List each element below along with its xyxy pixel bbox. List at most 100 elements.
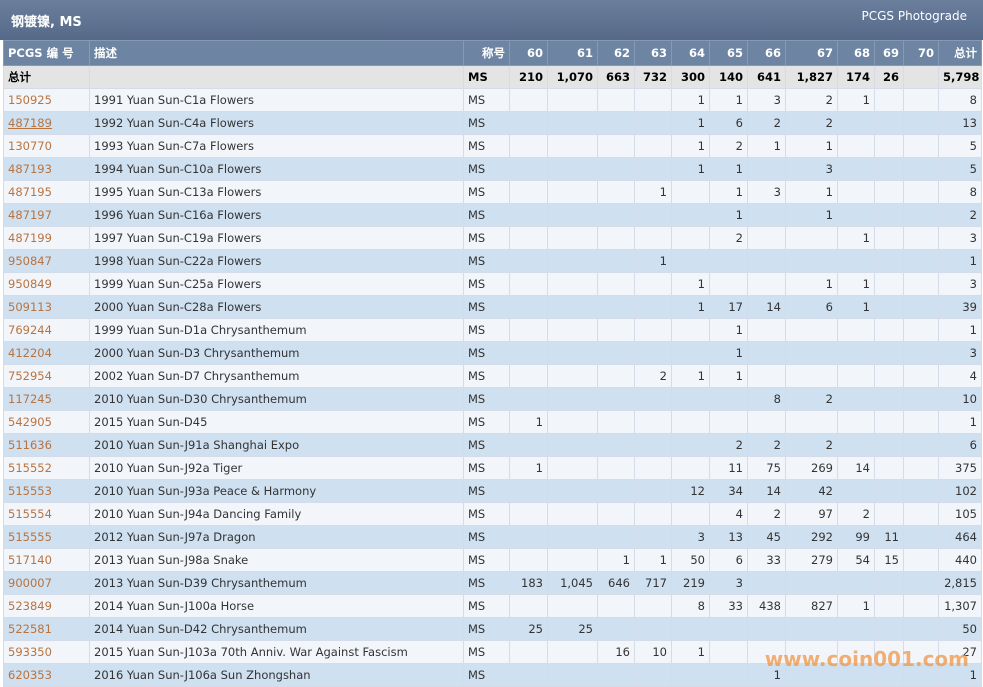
code-cell: 542905 [3, 410, 90, 434]
count [509, 226, 548, 250]
total: 39 [938, 295, 982, 319]
count [671, 456, 710, 480]
count [874, 456, 904, 480]
count [837, 364, 875, 388]
count: 34 [709, 479, 748, 503]
count [874, 594, 904, 618]
pcgs-code-link[interactable]: 515552 [8, 461, 52, 475]
pcgs-code-link[interactable]: 515554 [8, 507, 52, 521]
description: 1997 Yuan Sun-C19a Flowers [89, 226, 464, 250]
count: 1 [785, 134, 838, 158]
count [903, 341, 939, 365]
column-header: 63 [634, 40, 672, 66]
pcgs-code-link[interactable]: 593350 [8, 645, 52, 659]
total: 3 [938, 272, 982, 296]
count [903, 479, 939, 503]
count: 25 [547, 617, 598, 641]
pcgs-code-link[interactable]: 522581 [8, 622, 52, 636]
count [597, 502, 635, 526]
pcgs-code-link[interactable]: 117245 [8, 392, 52, 406]
count: 292 [785, 525, 838, 549]
count: 11 [709, 456, 748, 480]
grade: MS [463, 134, 510, 158]
pcgs-code-link[interactable]: 515553 [8, 484, 52, 498]
column-header: 66 [747, 40, 786, 66]
data-row: 620353 2016 Yuan Sun-J106a Sun Zhongshan M… [3, 663, 982, 687]
count [634, 295, 672, 319]
pcgs-code-link[interactable]: 487199 [8, 231, 52, 245]
pcgs-code-link[interactable]: 950849 [8, 277, 52, 291]
count: 1 [634, 548, 672, 572]
description: 1998 Yuan Sun-C22a Flowers [89, 249, 464, 273]
count [903, 433, 939, 457]
pcgs-code-link[interactable]: 130770 [8, 139, 52, 153]
count: 8 [671, 594, 710, 618]
count [547, 663, 598, 687]
count: 2 [837, 502, 875, 526]
pcgs-code-link[interactable]: 523849 [8, 599, 52, 613]
count [903, 410, 939, 434]
count [671, 341, 710, 365]
title: 钢镀镍, MS [11, 15, 82, 30]
code-cell: 515555 [3, 525, 90, 549]
count: 641 [747, 65, 786, 89]
description: 2016 Yuan Sun-J106a Sun Zhongshan [89, 663, 464, 687]
count [874, 226, 904, 250]
count: 1 [785, 272, 838, 296]
count: 1 [709, 180, 748, 204]
pcgs-code-link[interactable]: 487195 [8, 185, 52, 199]
pcgs-code-link[interactable]: 412204 [8, 346, 52, 360]
count [903, 364, 939, 388]
count [874, 663, 904, 687]
count [903, 65, 939, 89]
count: 646 [597, 571, 635, 595]
pcgs-code-link[interactable]: 769244 [8, 323, 52, 337]
description: 2010 Yuan Sun-J93a Peace & Harmony [89, 479, 464, 503]
data-row: 522581 2014 Yuan Sun-D42 Chrysanthemum MS 2… [3, 617, 982, 641]
count: 827 [785, 594, 838, 618]
count [597, 318, 635, 342]
pcgs-code-link[interactable]: 487193 [8, 162, 52, 176]
pcgs-code-link[interactable]: 150925 [8, 93, 52, 107]
description: 2014 Yuan Sun-J100a Horse [89, 594, 464, 618]
count: 6 [709, 548, 748, 572]
pcgs-code-link[interactable]: 900007 [8, 576, 52, 590]
pcgs-code-link[interactable]: 487197 [8, 208, 52, 222]
totals-label: 总计 [3, 65, 90, 89]
data-row: 487195 1995 Yuan Sun-C13a Flowers MS 1 1 3 1 8 [3, 180, 982, 204]
count [547, 525, 598, 549]
pcgs-code-link[interactable]: 509113 [8, 300, 52, 314]
data-row: 517140 2013 Yuan Sun-J98a Snake MS 1 1 50 6 33 2… [3, 548, 982, 572]
count [903, 111, 939, 135]
count [747, 318, 786, 342]
count [547, 387, 598, 411]
grade: MS [463, 203, 510, 227]
pcgs-code-link[interactable]: 542905 [8, 415, 52, 429]
description: 2012 Yuan Sun-J97a Dragon [89, 525, 464, 549]
count [903, 502, 939, 526]
pcgs-code-link[interactable]: 515555 [8, 530, 52, 544]
count: 1 [709, 318, 748, 342]
count [785, 249, 838, 273]
pcgs-code-link[interactable]: 517140 [8, 553, 52, 567]
pcgs-code-link[interactable]: 511636 [8, 438, 52, 452]
count [509, 594, 548, 618]
count [837, 134, 875, 158]
count: 2 [709, 226, 748, 250]
count [785, 226, 838, 250]
count: 14 [747, 295, 786, 319]
pcgs-code-link[interactable]: 620353 [8, 668, 52, 682]
count: 2 [785, 433, 838, 457]
pcgs-code-link[interactable]: 487189 [8, 116, 52, 130]
pcgs-code-link[interactable]: 752954 [8, 369, 52, 383]
column-header: 60 [509, 40, 548, 66]
count [597, 387, 635, 411]
count [509, 249, 548, 273]
pcgs-code-link[interactable]: 950847 [8, 254, 52, 268]
count: 1 [671, 111, 710, 135]
total: 5,798 [938, 65, 982, 89]
count [903, 548, 939, 572]
count [785, 640, 838, 664]
count [671, 180, 710, 204]
count: 717 [634, 571, 672, 595]
